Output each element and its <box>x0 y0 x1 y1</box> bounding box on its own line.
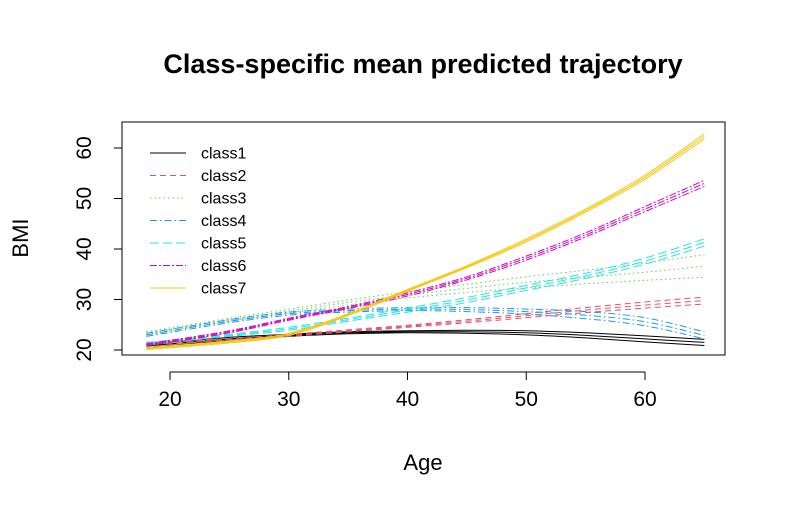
x-tick-label: 30 <box>277 388 300 411</box>
class6-ci-upper <box>146 179 705 345</box>
series-class7 <box>146 133 705 350</box>
class6-mean-line <box>146 182 705 346</box>
class5-ci-upper <box>146 238 705 343</box>
class1-ci-upper <box>146 329 705 345</box>
legend-item-class3: class3 <box>150 191 246 208</box>
legend-label: class6 <box>201 258 246 275</box>
legend-label: class3 <box>201 191 246 208</box>
class5-mean-line <box>146 241 705 344</box>
class4-mean-line <box>146 308 705 336</box>
legend-label: class4 <box>201 213 246 230</box>
y-tick-label: 30 <box>73 288 96 311</box>
legend-item-class1: class1 <box>150 146 246 163</box>
x-tick-label: 50 <box>515 388 538 411</box>
class6-ci-lower <box>146 185 705 347</box>
class7-mean-line <box>146 135 705 349</box>
x-tick-label: 40 <box>396 388 419 411</box>
x-tick-label: 60 <box>633 388 656 411</box>
class4-ci-lower <box>146 310 705 340</box>
y-axis-label: BMI <box>8 218 33 257</box>
legend-label: class7 <box>201 281 246 298</box>
class2-ci-upper <box>146 296 705 343</box>
y-tick-label: 50 <box>73 187 96 210</box>
class3-mean-line <box>146 265 705 334</box>
chart-title: Class-specific mean predicted trajectory <box>163 49 682 79</box>
series-lines <box>146 133 705 350</box>
class7-ci-lower <box>146 138 705 350</box>
class7-ci-upper <box>146 133 705 348</box>
legend: class1 class2 class3 class4 class5 class6 clas… <box>150 146 246 298</box>
y-tick-label: 20 <box>73 338 96 361</box>
legend-label: class5 <box>201 236 246 253</box>
x-axis-label: Age <box>403 450 442 475</box>
legend-label: class2 <box>201 168 246 185</box>
class5-ci-lower <box>146 245 705 345</box>
x-tick-label: 20 <box>158 388 181 411</box>
class2-mean-line <box>146 300 705 344</box>
legend-item-class4: class4 <box>150 213 246 230</box>
legend-label: class1 <box>201 146 246 163</box>
legend-item-class2: class2 <box>150 168 246 185</box>
class4-ci-upper <box>146 306 705 334</box>
series-class6 <box>146 179 705 347</box>
series-class4 <box>146 306 705 340</box>
axes: 20 30 40 50 60 20 30 40 50 60 <box>73 136 657 411</box>
y-tick-label: 60 <box>73 136 96 159</box>
legend-item-class6: class6 <box>150 258 246 275</box>
legend-item-class5: class5 <box>150 236 246 253</box>
y-tick-label: 40 <box>73 237 96 260</box>
legend-item-class7: class7 <box>150 281 246 298</box>
series-class5 <box>146 238 705 345</box>
